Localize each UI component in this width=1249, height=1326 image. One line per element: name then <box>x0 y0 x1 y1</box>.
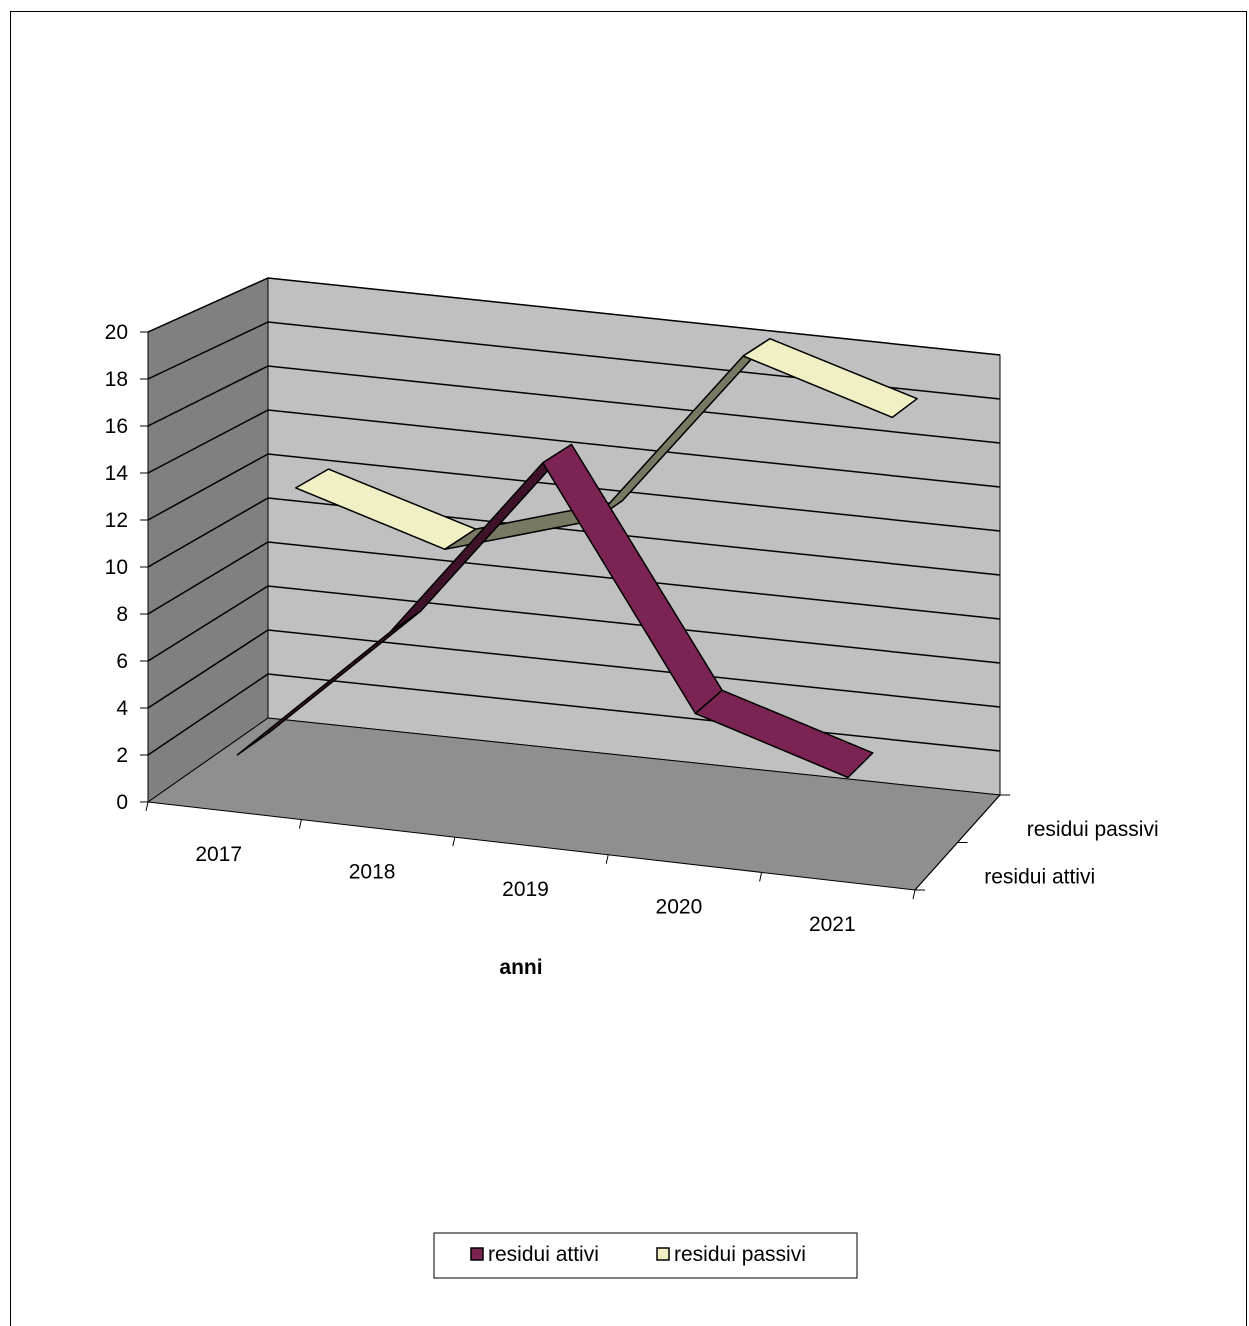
legend-box <box>433 1232 858 1279</box>
y-tick-label: 4 <box>116 697 128 720</box>
y-axis: 0 2 4 6 8 10 12 14 16 18 20 <box>105 321 149 814</box>
y-tick-label: 10 <box>105 556 128 579</box>
y-tick-label: 0 <box>116 791 128 814</box>
y-tick-label: 8 <box>116 603 128 626</box>
x-tick <box>145 801 149 812</box>
ribbon-segment <box>742 337 918 419</box>
x-tick <box>605 854 609 864</box>
x-tick <box>759 872 763 882</box>
x-tick-label: 2020 <box>656 896 703 919</box>
x-axis-title: anni <box>499 956 542 979</box>
x-tick-label: 2019 <box>502 878 549 901</box>
gridline <box>147 453 1001 532</box>
y-tick-label: 16 <box>105 415 128 438</box>
legend-swatch <box>470 1247 484 1261</box>
gridline <box>147 321 1001 400</box>
legend-label: residui passivi <box>674 1243 806 1266</box>
x-tick <box>912 889 916 900</box>
gridline <box>147 365 1001 444</box>
chart-ribbons <box>236 337 918 779</box>
y-tick-label: 2 <box>116 744 128 767</box>
series-ribbon <box>236 443 874 779</box>
ribbon-segment <box>694 689 874 779</box>
legend-label: residui attivi <box>488 1243 599 1266</box>
x-tick-label: 2018 <box>349 860 396 883</box>
gridline <box>147 629 1001 709</box>
y-tick-label: 20 <box>105 321 128 344</box>
y-tick-label: 12 <box>105 509 128 532</box>
depth-tick-label: residui passivi <box>1027 818 1159 841</box>
gridline <box>147 541 1001 620</box>
x-tick-label: 2021 <box>809 913 856 936</box>
y-tick-label: 14 <box>105 462 129 485</box>
depth-tick-label: residui attivi <box>984 865 1095 888</box>
chart-walls <box>146 277 1002 891</box>
gridline <box>147 497 1001 576</box>
gridline <box>147 585 1001 664</box>
gridline <box>147 277 1001 356</box>
gridline <box>147 409 1001 488</box>
legend-swatch <box>656 1247 670 1261</box>
chart-gridlines <box>147 277 1001 756</box>
depth-axis: residui attivi residui passivi <box>914 794 1159 891</box>
legend: residui attivi residui passivi <box>433 1232 858 1279</box>
chart-frame <box>10 11 1247 1326</box>
x-axis: 2017 2018 2019 2020 2021 <box>145 801 916 936</box>
y-tick-label: 18 <box>105 368 128 391</box>
side-wall <box>147 277 269 803</box>
x-tick <box>452 837 456 847</box>
y-tick-label: 6 <box>116 650 128 673</box>
x-tick-label: 2017 <box>195 843 242 866</box>
x-tick <box>298 819 302 829</box>
